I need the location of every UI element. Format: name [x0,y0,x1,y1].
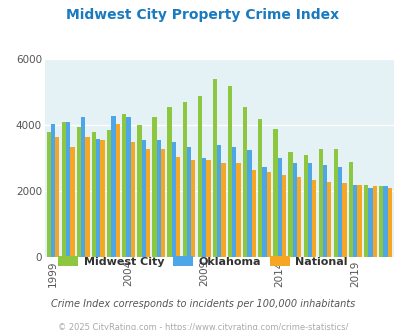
Bar [77,127,81,257]
Text: © 2025 CityRating.com - https://www.cityrating.com/crime-statistics/: © 2025 CityRating.com - https://www.city… [58,323,347,330]
Bar [70,147,75,257]
Bar [186,147,191,257]
Bar [232,147,236,257]
Text: Crime Index corresponds to incidents per 100,000 inhabitants: Crime Index corresponds to incidents per… [51,299,354,309]
Bar [111,115,115,257]
Text: Midwest City Property Crime Index: Midwest City Property Crime Index [66,8,339,22]
Bar [115,124,119,257]
Bar [176,157,180,257]
Bar [206,160,210,257]
Bar [160,148,165,257]
Bar [126,117,130,257]
Bar [107,130,111,257]
Bar [258,119,262,257]
Bar [81,117,85,257]
Bar [130,142,134,257]
Bar [217,145,221,257]
Bar [277,158,281,257]
Bar [85,137,90,257]
Bar [251,170,255,257]
Bar [227,86,232,257]
Bar [337,167,341,257]
Bar [191,160,195,257]
Bar [356,185,361,257]
Bar [288,152,292,257]
Bar [141,140,145,257]
Bar [326,182,330,257]
Bar [221,163,225,257]
Bar [171,142,176,257]
Bar [318,148,322,257]
Bar [55,137,59,257]
Bar [387,188,391,257]
Bar [243,107,247,257]
Bar [382,186,387,257]
Bar [262,167,266,257]
Bar [197,96,201,257]
Bar [156,140,160,257]
Bar [236,163,240,257]
Bar [352,185,356,257]
Bar [292,163,296,257]
Bar [348,162,352,257]
Bar [378,186,382,257]
Bar [372,186,376,257]
Bar [182,102,186,257]
Bar [212,79,217,257]
Bar [152,117,156,257]
Bar [296,177,301,257]
Bar [273,129,277,257]
Bar [307,163,311,257]
Bar [367,188,372,257]
Bar [62,122,66,257]
Bar [66,122,70,257]
Bar [341,183,346,257]
Bar [266,172,271,257]
Bar [311,180,315,257]
Bar [145,148,150,257]
Bar [167,107,171,257]
Bar [47,132,51,257]
Bar [100,140,104,257]
Bar [51,124,55,257]
Bar [303,155,307,257]
Bar [96,139,100,257]
Legend: Midwest City, Oklahoma, National: Midwest City, Oklahoma, National [53,252,352,272]
Bar [363,185,367,257]
Bar [247,150,251,257]
Bar [122,114,126,257]
Bar [92,132,96,257]
Bar [137,125,141,257]
Bar [281,175,286,257]
Bar [333,148,337,257]
Bar [322,165,326,257]
Bar [201,158,206,257]
